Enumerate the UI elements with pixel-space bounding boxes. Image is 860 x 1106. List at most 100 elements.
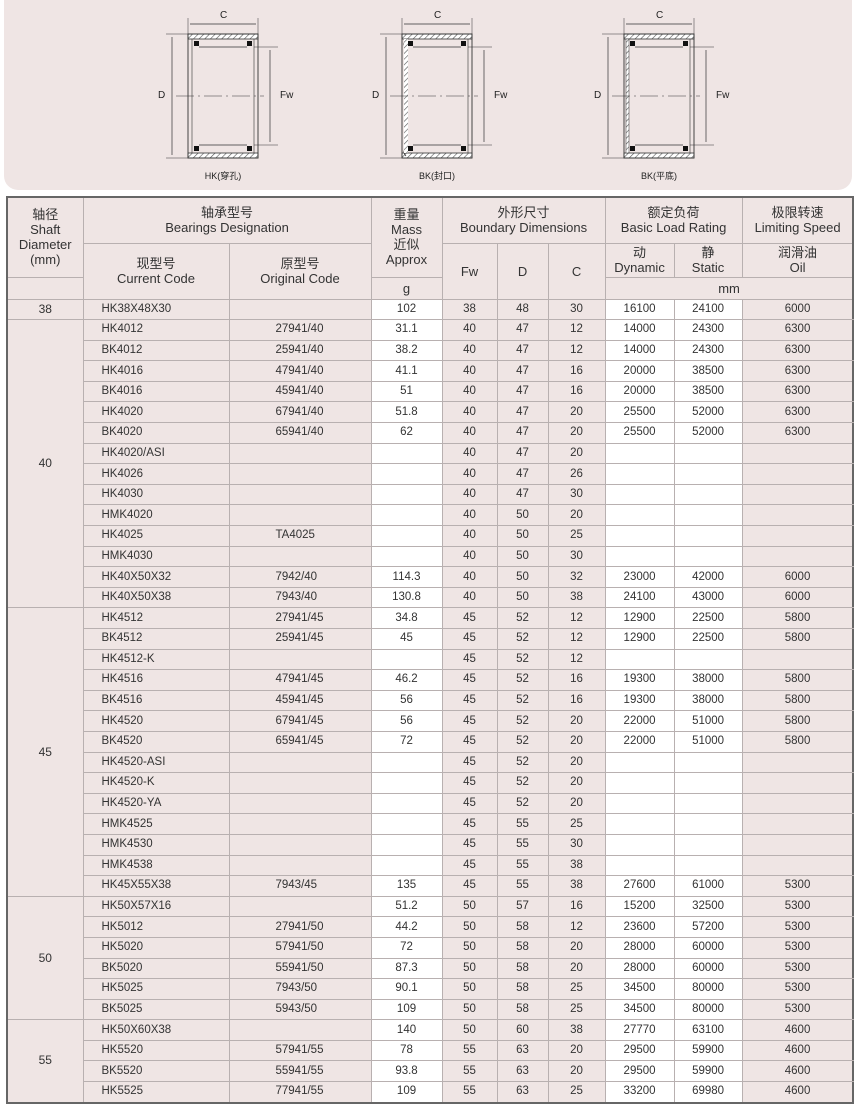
static-load-cell xyxy=(673,751,743,774)
original-code-cell: 27941/40 xyxy=(228,319,372,341)
d-cell: 55 xyxy=(496,813,549,835)
c-cell: 12 xyxy=(547,319,606,341)
current-code-cell: HK4016 xyxy=(82,360,230,382)
dynamic-load-cell: 23000 xyxy=(604,566,675,588)
fw-cell: 45 xyxy=(441,710,498,732)
current-code-cell: HMK4020 xyxy=(82,504,230,527)
original-code-cell: 67941/45 xyxy=(228,710,372,732)
c-cell: 25 xyxy=(547,998,606,1021)
d-cell: 52 xyxy=(496,648,549,671)
header-current-code: 现型号 Current Code xyxy=(82,242,230,300)
mass-cell: 87.3 xyxy=(370,957,443,980)
c-cell: 20 xyxy=(547,772,606,794)
fw-cell: 50 xyxy=(441,895,498,918)
mass-cell xyxy=(370,525,443,547)
static-load-cell: 32500 xyxy=(673,895,743,918)
limiting-speed-cell xyxy=(741,751,854,774)
original-code-cell xyxy=(228,648,372,671)
limiting-speed-cell xyxy=(741,648,854,671)
limiting-speed-cell: 6000 xyxy=(741,298,854,321)
mass-cell: 130.8 xyxy=(370,586,443,609)
dynamic-load-cell: 29500 xyxy=(604,1039,675,1062)
c-cell: 30 xyxy=(547,833,606,856)
original-code-cell: 25941/45 xyxy=(228,628,372,650)
limiting-speed-cell: 5800 xyxy=(741,730,854,753)
limiting-speed-cell: 6300 xyxy=(741,360,854,382)
static-load-cell xyxy=(673,463,743,485)
current-code-cell: HK4020 xyxy=(82,401,230,424)
table-row: HK4520-ASI 45 52 20 xyxy=(7,751,854,774)
current-code-cell: HK50X57X16 xyxy=(82,895,230,918)
dynamic-load-cell: 33200 xyxy=(604,1081,675,1104)
limiting-speed-cell: 5300 xyxy=(741,895,854,918)
dynamic-load-cell: 20000 xyxy=(604,360,675,382)
current-code-cell: HK38X48X30 xyxy=(82,298,230,321)
original-code-cell xyxy=(228,298,372,321)
table-row: BK5520 55941/55 93.8 55 63 20 29500 59900 4600 xyxy=(7,1060,854,1083)
fw-cell: 45 xyxy=(441,833,498,856)
bearing-spec-table: 轴径 Shaft Diameter (mm) 轴承型号 Bearings Designa… xyxy=(6,196,855,1104)
static-load-cell: 80000 xyxy=(673,998,743,1021)
figure-label: BK(平底) xyxy=(640,171,677,181)
dynamic-load-cell: 24100 xyxy=(604,586,675,609)
static-load-cell xyxy=(673,504,743,527)
d-cell: 52 xyxy=(496,751,549,774)
mass-cell: 140 xyxy=(370,1019,443,1041)
header-fw: Fw xyxy=(441,242,498,300)
limiting-speed-cell: 5800 xyxy=(741,669,854,691)
c-cell: 16 xyxy=(547,380,606,403)
current-code-cell: HK4012 xyxy=(82,319,230,341)
bearing-diagrams-panel: C D Fw HK(穿孔) C D Fw BK(封口) C D Fw BK(平底) xyxy=(4,0,852,190)
table-row: BK4512 25941/45 45 45 52 12 12900 22500 5800 xyxy=(7,628,854,650)
mass-cell: 93.8 xyxy=(370,1060,443,1083)
mass-cell: 51.2 xyxy=(370,895,443,918)
original-code-cell: 57941/55 xyxy=(228,1039,372,1062)
fw-cell: 40 xyxy=(441,422,498,444)
mass-cell xyxy=(370,772,443,794)
limiting-speed-cell: 5300 xyxy=(741,875,854,897)
limiting-speed-cell: 5300 xyxy=(741,916,854,938)
static-load-cell: 80000 xyxy=(673,978,743,1000)
table-row: BK5020 55941/50 87.3 50 58 20 28000 60000 5300 xyxy=(7,957,854,980)
limiting-speed-cell xyxy=(741,442,854,465)
dynamic-load-cell xyxy=(604,545,675,568)
mass-cell: 56 xyxy=(370,689,443,712)
header-shaft: 轴径 Shaft Diameter (mm) xyxy=(6,196,84,278)
d-cell: 52 xyxy=(496,792,549,815)
d-cell: 63 xyxy=(496,1039,549,1062)
current-code-cell: BK4520 xyxy=(82,730,230,753)
static-load-cell xyxy=(673,813,743,835)
limiting-speed-cell: 4600 xyxy=(741,1019,854,1041)
table-row: HK40X50X38 7943/40 130.8 40 50 38 24100 43000 60… xyxy=(7,586,854,609)
limiting-speed-cell xyxy=(741,813,854,835)
d-cell: 47 xyxy=(496,442,549,465)
mass-cell: 31.1 xyxy=(370,319,443,341)
current-code-cell: HK4020/ASI xyxy=(82,442,230,465)
d-cell: 47 xyxy=(496,319,549,341)
dynamic-load-cell: 27600 xyxy=(604,875,675,897)
dynamic-load-cell: 25500 xyxy=(604,422,675,444)
dynamic-load-cell: 23600 xyxy=(604,916,675,938)
header-c: C xyxy=(547,242,606,300)
d-cell: 47 xyxy=(496,483,549,506)
mass-cell xyxy=(370,792,443,815)
original-code-cell: 7943/45 xyxy=(228,875,372,897)
fw-cell: 50 xyxy=(441,916,498,938)
dynamic-load-cell: 19300 xyxy=(604,669,675,691)
limiting-speed-cell xyxy=(741,854,854,877)
c-cell: 20 xyxy=(547,442,606,465)
fw-cell: 55 xyxy=(441,1081,498,1104)
limiting-speed-cell xyxy=(741,833,854,856)
fw-cell: 40 xyxy=(441,442,498,465)
c-cell: 32 xyxy=(547,566,606,588)
limiting-speed-cell: 5800 xyxy=(741,607,854,629)
dynamic-load-cell: 25500 xyxy=(604,401,675,424)
table-row: HMK4538 45 55 38 xyxy=(7,854,854,877)
fw-cell: 40 xyxy=(441,339,498,362)
dimension-fw-label: Fw xyxy=(494,90,508,101)
fw-cell: 50 xyxy=(441,936,498,959)
static-load-cell xyxy=(673,854,743,877)
original-code-cell xyxy=(228,792,372,815)
c-cell: 20 xyxy=(547,1060,606,1083)
fw-cell: 40 xyxy=(441,319,498,341)
